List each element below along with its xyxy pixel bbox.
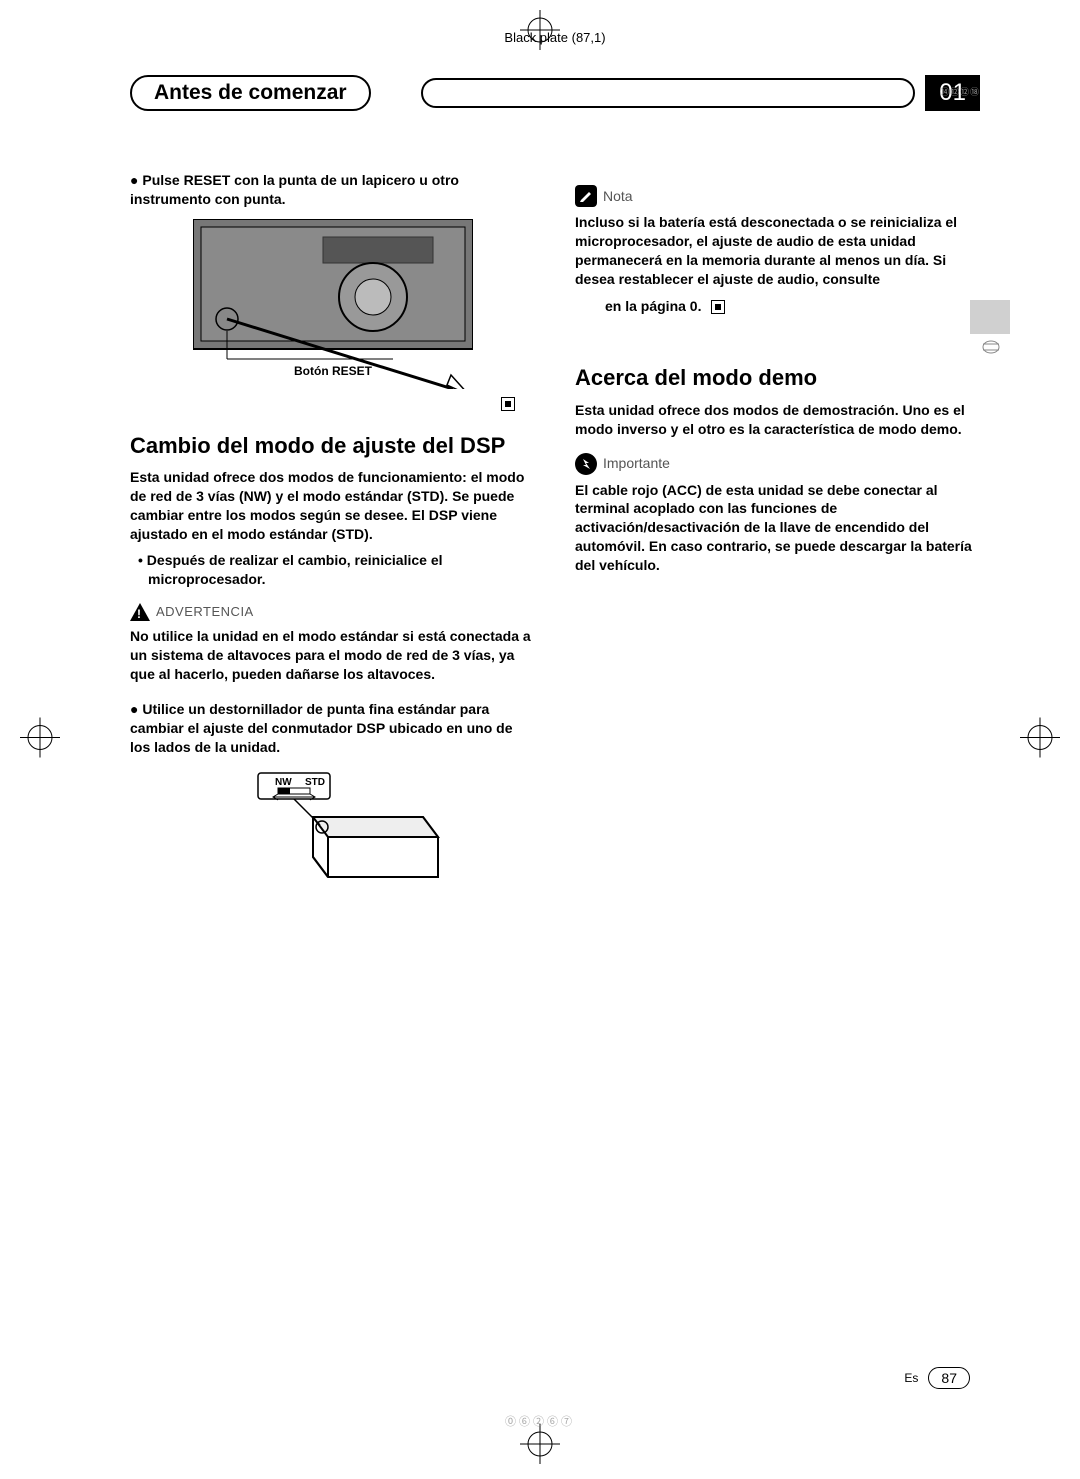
dsp-body: Esta unidad ofrece dos modos de funciona… <box>130 468 535 544</box>
top-code: ⑭⑫⑫⑱ <box>940 85 980 98</box>
warning-icon <box>130 603 150 621</box>
dsp-heading: Cambio del modo de ajuste del DSP <box>130 433 535 458</box>
page-number: 87 <box>928 1367 970 1389</box>
nota-body: Incluso si la batería está desconectada … <box>575 213 980 289</box>
nw-label: NW <box>275 777 292 788</box>
nota-label: Nota <box>603 187 633 206</box>
warning-label: ADVERTENCIA <box>156 603 254 621</box>
left-column: ● Pulse RESET con la punta de un lapicer… <box>130 171 535 911</box>
figure-car-stereo: Botón RESET <box>130 219 535 413</box>
bottom-code: ⓪⑥②⑥⑦ <box>505 1413 575 1429</box>
page-footer: Es 87 <box>904 1367 970 1389</box>
crop-mark-top <box>520 10 560 55</box>
warning-callout: ADVERTENCIA <box>130 603 535 621</box>
std-label: STD <box>305 777 325 788</box>
header-divider <box>421 78 916 108</box>
footer-lang: Es <box>904 1371 918 1385</box>
section-header: Antes de comenzar 01 <box>130 75 980 111</box>
screwdriver-text: Utilice un destornillador de punta fina … <box>130 701 513 755</box>
crop-mark-left <box>20 717 60 762</box>
side-lang-icon <box>982 340 1000 357</box>
warning-body: No utilice la unidad en el modo estándar… <box>130 627 535 684</box>
important-icon <box>575 453 597 475</box>
crop-mark-right <box>1020 717 1060 762</box>
demo-body: Esta unidad ofrece dos modos de demostra… <box>575 401 980 439</box>
importante-body: El cable rojo (ACC) de esta unidad se de… <box>575 481 980 575</box>
nota-callout: Nota <box>575 185 980 207</box>
importante-callout: Importante <box>575 453 980 475</box>
dsp-sub-bullet: • Después de realizar el cambio, reinici… <box>130 551 535 589</box>
crop-mark-bottom <box>520 1424 560 1469</box>
section-title: Antes de comenzar <box>130 75 371 111</box>
figure-dsp-switch: NW STD <box>130 767 535 902</box>
side-tab <box>970 300 1010 334</box>
importante-label: Importante <box>603 454 670 473</box>
nota-ref: en la página 0. <box>575 297 980 316</box>
end-mark-icon <box>711 300 725 314</box>
reset-instruction-text: Pulse RESET con la punta de un lapicero … <box>130 172 459 207</box>
note-icon <box>575 185 597 207</box>
bullet-icon: ● <box>130 701 138 717</box>
end-mark-icon <box>501 397 515 411</box>
svg-text:Botón RESET: Botón RESET <box>294 364 373 378</box>
reset-instruction: ● Pulse RESET con la punta de un lapicer… <box>130 171 535 209</box>
bullet-icon: ● <box>130 172 138 188</box>
screwdriver-instruction: ● Utilice un destornillador de punta fin… <box>130 700 535 757</box>
right-column: Nota Incluso si la batería está desconec… <box>575 171 980 911</box>
demo-heading: Acerca del modo demo <box>575 365 980 390</box>
